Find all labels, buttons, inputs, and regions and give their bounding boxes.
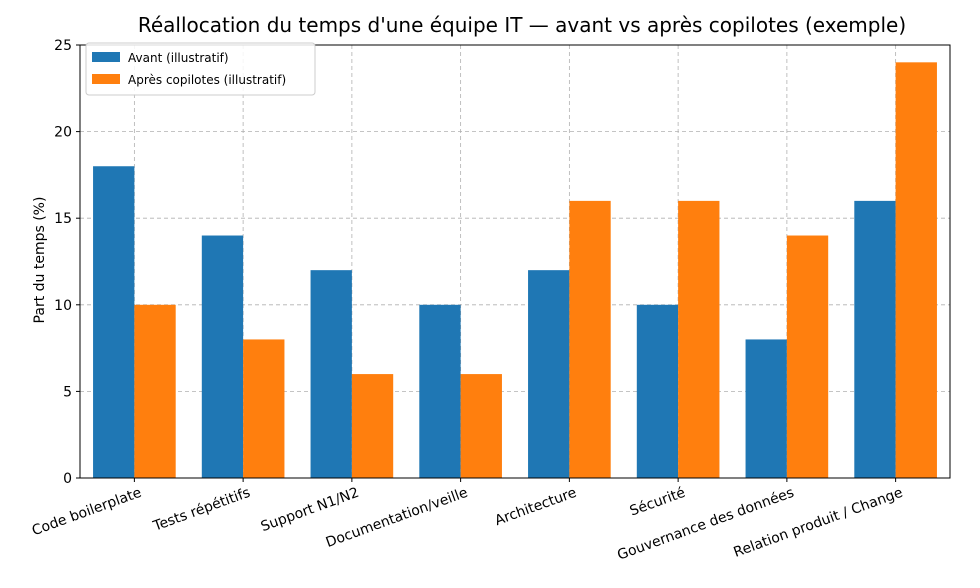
bar-apres bbox=[351, 374, 394, 478]
x-tick-label: Tests répétitifs bbox=[150, 485, 252, 535]
bar-apres bbox=[243, 339, 285, 478]
bar-apres bbox=[786, 235, 829, 478]
bar-apres bbox=[569, 200, 611, 478]
x-axis-ticks: Code boilerplate Tests répétitifs Support … bbox=[30, 478, 905, 564]
axes bbox=[79, 44, 951, 479]
chart-title: Réallocation du temps d'une équipe IT — … bbox=[138, 13, 906, 37]
x-tick-label: Architecture bbox=[493, 485, 579, 529]
bar-avant bbox=[636, 304, 679, 478]
bar-avant bbox=[745, 339, 787, 478]
y-axis-ticks: 0 5 10 15 20 25 bbox=[54, 38, 80, 487]
y-tick-label: 20 bbox=[54, 125, 72, 141]
bar-apres bbox=[678, 200, 720, 478]
legend-label-apres: Après copilotes (illustratif) bbox=[128, 73, 286, 87]
legend-swatch-avant bbox=[92, 52, 120, 62]
bar-apres bbox=[134, 304, 176, 478]
bar-avant bbox=[93, 166, 135, 479]
legend-swatch-apres bbox=[92, 74, 120, 84]
x-tick-label: Gouvernance des données bbox=[615, 485, 796, 564]
y-axis-label: Part du temps (%) bbox=[32, 197, 48, 324]
y-tick-label: 25 bbox=[54, 38, 72, 54]
y-tick-label: 5 bbox=[63, 384, 72, 400]
y-tick-label: 10 bbox=[54, 298, 72, 314]
bar-avant bbox=[310, 270, 352, 478]
legend-frame bbox=[85, 42, 316, 96]
bar-avant bbox=[419, 304, 461, 478]
legend: Avant (illustratif) Après copilotes (ill… bbox=[85, 42, 316, 96]
bar-avant bbox=[201, 235, 244, 478]
bar-apres bbox=[460, 374, 502, 478]
x-tick-label: Code boilerplate bbox=[30, 485, 144, 539]
bars bbox=[93, 62, 937, 479]
bar-apres bbox=[895, 62, 937, 478]
y-tick-label: 0 bbox=[63, 471, 72, 487]
legend-label-avant: Avant (illustratif) bbox=[128, 51, 229, 65]
bar-avant bbox=[528, 270, 570, 478]
bar-avant bbox=[854, 200, 896, 478]
plot-frame bbox=[79, 44, 951, 479]
y-tick-label: 15 bbox=[54, 211, 72, 227]
x-tick-label: Sécurité bbox=[628, 485, 688, 520]
